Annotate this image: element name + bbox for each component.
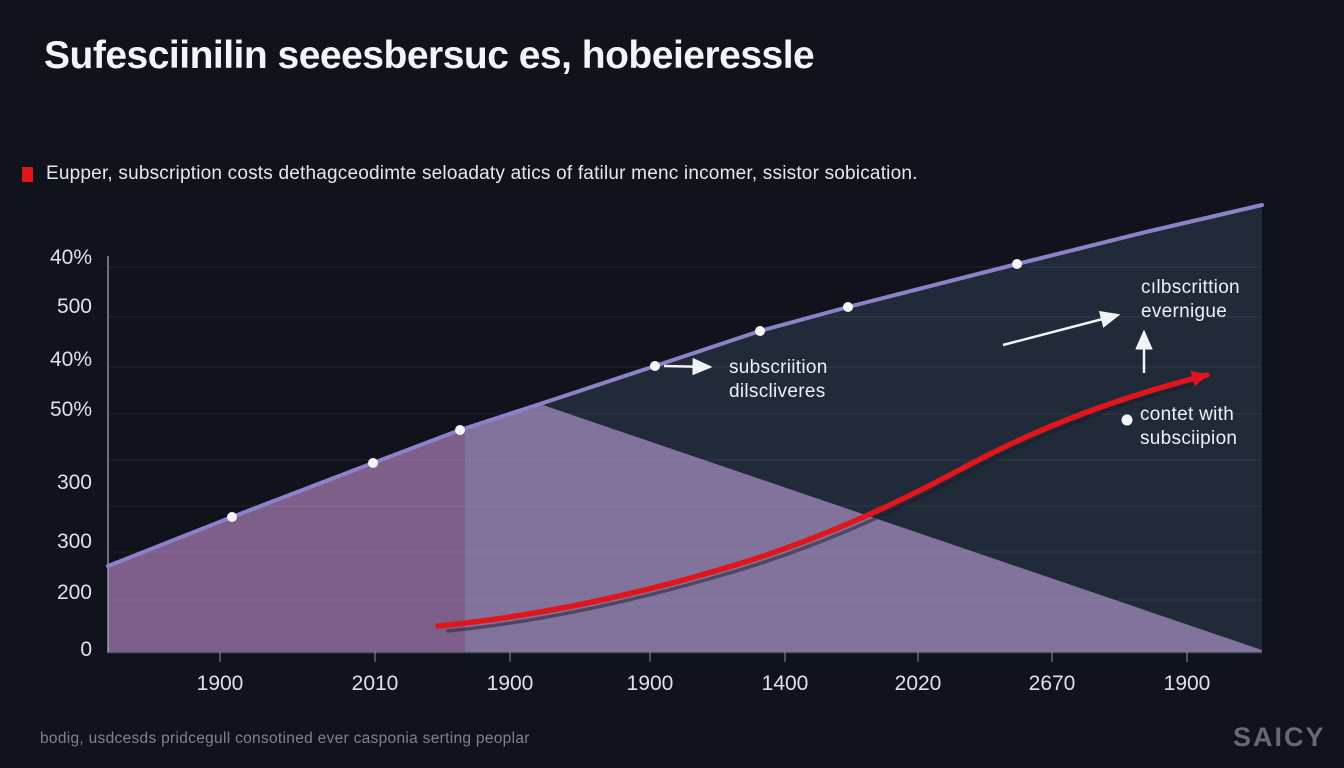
x-axis-tick-label: 1900 (1163, 672, 1211, 695)
annotation-revenue-line2: evernigue (1141, 301, 1228, 322)
red-line-shadow (446, 380, 1202, 633)
x-axis-tick-label: 2020 (894, 672, 942, 695)
annotation-bullet-dot (1121, 414, 1133, 426)
footer-note: bodig, usdcesds pridcegull consotined ev… (40, 730, 530, 747)
annotation-deliveries-line1: subscriition (729, 357, 828, 378)
purple-line-dots (227, 259, 1022, 522)
y-axis-tick-label: 200 (56, 581, 92, 604)
y-axis-tick-label: 40% (49, 246, 92, 269)
annotation-arrow-horizontal (663, 357, 713, 376)
x-axis-tick-label: 1900 (196, 672, 244, 695)
page-title: Sufesciinilin seeesbersuc es, hobeieress… (44, 34, 815, 77)
red-square-bullet-icon (22, 167, 33, 182)
y-axis-tick-label: 0 (80, 638, 92, 661)
line-point-dot (650, 361, 660, 371)
y-axis-tick-label: 300 (56, 530, 92, 553)
annotation-content: contet with subsciipion (1140, 403, 1237, 451)
line-point-dot (455, 425, 465, 435)
horizontal-gridlines (108, 266, 1262, 601)
x-axis-tick-label: 1900 (626, 672, 674, 695)
x-axis-tick-marks (219, 652, 1188, 662)
x-axis-tick-label: 1900 (486, 672, 534, 695)
annotation-content-line1: contet with (1140, 404, 1235, 425)
subtitle-text: Eupper, subscription costs dethagceodimt… (46, 163, 918, 184)
line-point-dot (843, 302, 853, 312)
annotation-deliveries-line2: dilscliveres (729, 381, 826, 402)
area-fill-slate-region (540, 205, 1262, 650)
annotation-revenue: cılbscrittion evernigue (1141, 276, 1240, 324)
annotation-deliveries: subscriition dilscliveres (729, 356, 828, 404)
line-point-dot (368, 458, 378, 468)
line-point-dot (1012, 259, 1022, 269)
line-point-dot (227, 512, 237, 522)
subtitle: Eupper, subscription costs dethagceodimt… (22, 163, 918, 185)
y-axis-tick-label: 300 (56, 471, 92, 494)
line-point-dot (755, 326, 765, 336)
brand-logo: SAICY (1233, 722, 1326, 752)
annotation-revenue-line1: cılbscrittion (1141, 277, 1240, 298)
y-axis-tick-label: 50% (49, 398, 92, 421)
annotation-arrow-diagonal (1002, 310, 1121, 347)
y-axis-tick-label: 40% (49, 348, 92, 371)
annotation-content-line2: subsciipion (1140, 428, 1238, 449)
x-axis-tick-label: 2010 (351, 672, 399, 695)
area-fill-purple-left (108, 428, 465, 652)
x-axis-tick-label: 2670 (1028, 672, 1076, 695)
y-axis-tick-label: 500 (56, 295, 92, 318)
red-subscription-line (435, 370, 1210, 629)
x-axis-tick-label: 1400 (761, 672, 809, 695)
